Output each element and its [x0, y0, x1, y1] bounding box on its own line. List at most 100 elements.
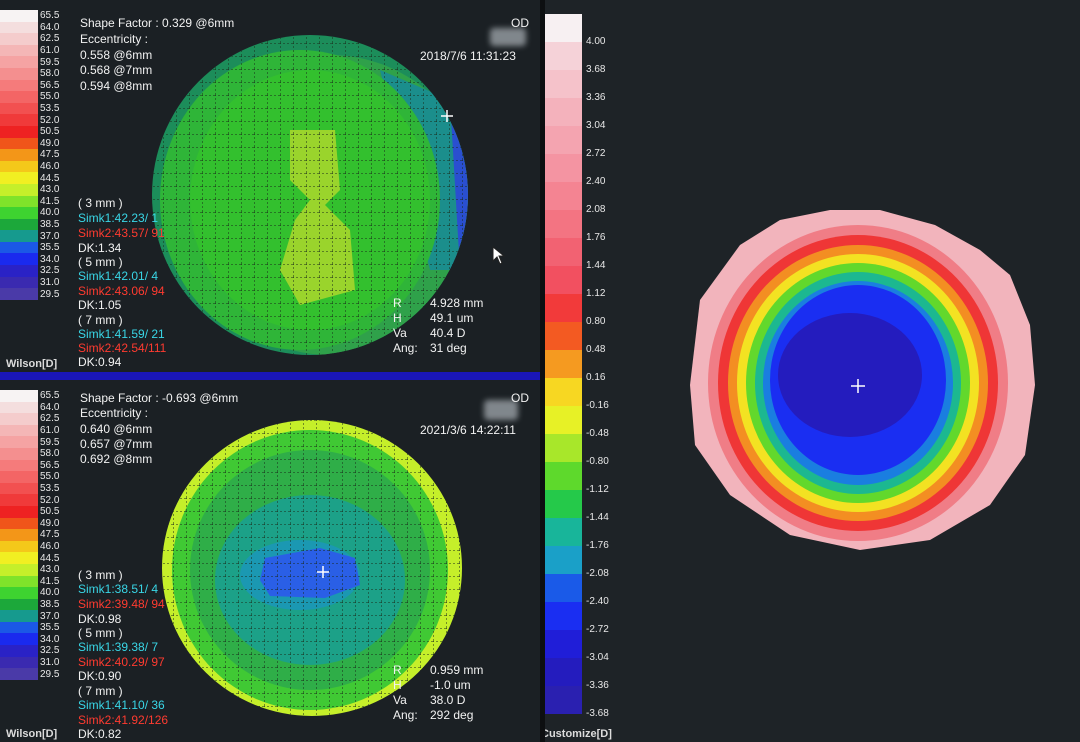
legend-swatch — [0, 33, 38, 45]
legend-swatch — [545, 294, 582, 322]
legend-row: 43.0 — [0, 183, 68, 196]
top-color-legend: 65.5 64.0 62.5 61.0 59.5 58.0 56.5 55.0 53.5 52.0… — [0, 10, 68, 300]
legend-value: 62.5 — [40, 413, 60, 425]
legend-value: 32.5 — [40, 645, 60, 657]
legend-row: 59.5 — [0, 436, 68, 448]
legend-row: 55.0 — [0, 471, 68, 483]
bottom-curvature-map[interactable] — [160, 420, 475, 720]
legend-swatch — [0, 471, 38, 483]
legend-swatch — [545, 602, 582, 630]
legend-swatch — [0, 610, 38, 622]
bottom-redacted-patient — [484, 400, 518, 420]
legend-value: 50.5 — [40, 506, 60, 518]
legend-swatch — [0, 91, 38, 103]
legend-value: 38.5 — [40, 218, 60, 230]
legend-value: 3.36 — [586, 92, 606, 103]
legend-swatch — [0, 575, 38, 588]
legend-swatch — [545, 266, 582, 294]
legend-swatch — [545, 154, 582, 182]
bottom-eccentricity-label: Eccentricity : — [80, 406, 149, 420]
legend-swatch — [545, 406, 582, 434]
legend-value: -0.16 — [586, 400, 609, 411]
top-readout-va-key: Va — [393, 326, 407, 340]
bottom-scale-name[interactable]: Wilson[D] — [6, 728, 58, 740]
top-zone-5mm-header: ( 5 mm ) — [78, 255, 123, 269]
legend-swatch — [0, 160, 38, 173]
legend-swatch — [545, 630, 582, 658]
legend-value: 35.5 — [40, 242, 60, 254]
legend-value: 53.5 — [40, 103, 60, 115]
legend-swatch — [0, 67, 38, 80]
legend-value: 34.0 — [40, 633, 60, 645]
legend-swatch — [545, 686, 582, 714]
legend-swatch — [0, 668, 38, 680]
legend-value: -3.36 — [586, 680, 609, 691]
panel-separator-strip — [0, 372, 540, 380]
legend-value: 0.16 — [586, 372, 606, 383]
top-scale-name[interactable]: Wilson[D] — [6, 358, 58, 370]
legend-swatch — [0, 621, 38, 634]
bottom-zone-7mm-header: ( 7 mm ) — [78, 684, 123, 698]
legend-row: 50.5 — [0, 505, 68, 518]
legend-value: 1.12 — [586, 288, 606, 299]
legend-row: 47.5 — [0, 149, 68, 161]
legend-row: 41.5 — [0, 195, 68, 208]
bottom-readout-va-key: Va — [393, 693, 407, 707]
customize-scale-name[interactable]: Customize[D] — [545, 728, 612, 740]
legend-row: 58.0 — [0, 67, 68, 80]
legend-swatch — [0, 276, 38, 289]
legend-row: 58.0 — [0, 447, 68, 460]
legend-swatch — [545, 546, 582, 574]
top-zone-7mm-simk2: Simk2:42.54/111 — [78, 341, 167, 355]
legend-row: 52.0 — [0, 114, 68, 126]
legend-row: 53.5 — [0, 482, 68, 495]
legend-row: 37.0 — [0, 230, 68, 242]
legend-value: -2.08 — [586, 568, 609, 579]
bottom-readout-r-val: 0.959 mm — [430, 663, 484, 677]
legend-value: 62.5 — [40, 33, 60, 45]
bottom-color-legend: 65.5 64.0 62.5 61.0 59.5 58.0 56.5 55.0 53.5 52.0… — [0, 390, 68, 680]
legend-row: 32.5 — [0, 645, 68, 657]
legend-swatch — [0, 598, 38, 611]
legend-value: 34.0 — [40, 253, 60, 265]
legend-swatch — [545, 350, 582, 378]
bottom-zone-3mm-simk2: Simk2:39.48/ 94 — [78, 597, 165, 611]
legend-value: 64.0 — [40, 401, 60, 413]
legend-swatch — [545, 70, 582, 98]
legend-value: 49.0 — [40, 137, 60, 149]
legend-value: 29.5 — [40, 288, 60, 300]
bottom-zone-7mm-simk1: Simk1:41.10/ 36 — [78, 698, 165, 712]
legend-value: 53.5 — [40, 483, 60, 495]
legend-value: 41.5 — [40, 575, 60, 587]
difference-map[interactable] — [680, 205, 1040, 555]
legend-swatch — [545, 210, 582, 238]
legend-value: 65.5 — [40, 390, 60, 402]
legend-swatch — [0, 413, 38, 425]
legend-swatch — [545, 322, 582, 350]
legend-row: 56.5 — [0, 459, 68, 472]
legend-value: 58.0 — [40, 448, 60, 460]
legend-value: -3.04 — [586, 652, 609, 663]
bottom-eye-label: OD — [511, 391, 529, 405]
legend-value: 40.0 — [40, 207, 60, 219]
legend-value: 61.0 — [40, 425, 60, 437]
legend-swatch — [545, 98, 582, 126]
legend-value: 61.0 — [40, 45, 60, 57]
legend-swatch — [0, 56, 38, 68]
legend-swatch — [0, 401, 38, 414]
legend-value: 46.0 — [40, 161, 60, 173]
legend-row: 44.5 — [0, 552, 68, 564]
legend-value: 50.5 — [40, 126, 60, 138]
legend-swatch — [545, 238, 582, 266]
legend-swatch — [0, 482, 38, 495]
top-curvature-map[interactable] — [150, 30, 490, 360]
bottom-ecc-8mm: 0.692 @8mm — [80, 452, 153, 466]
top-readout-h-val: 49.1 um — [430, 311, 474, 325]
legend-swatch — [0, 517, 38, 530]
legend-swatch — [0, 44, 38, 57]
top-zone-3mm-simk2: Simk2:43.57/ 91 — [78, 226, 165, 240]
legend-row: 31.0 — [0, 276, 68, 289]
legend-swatch — [545, 658, 582, 686]
top-ecc-6mm: 0.558 @6mm — [80, 48, 153, 62]
legend-value: 31.0 — [40, 656, 60, 668]
